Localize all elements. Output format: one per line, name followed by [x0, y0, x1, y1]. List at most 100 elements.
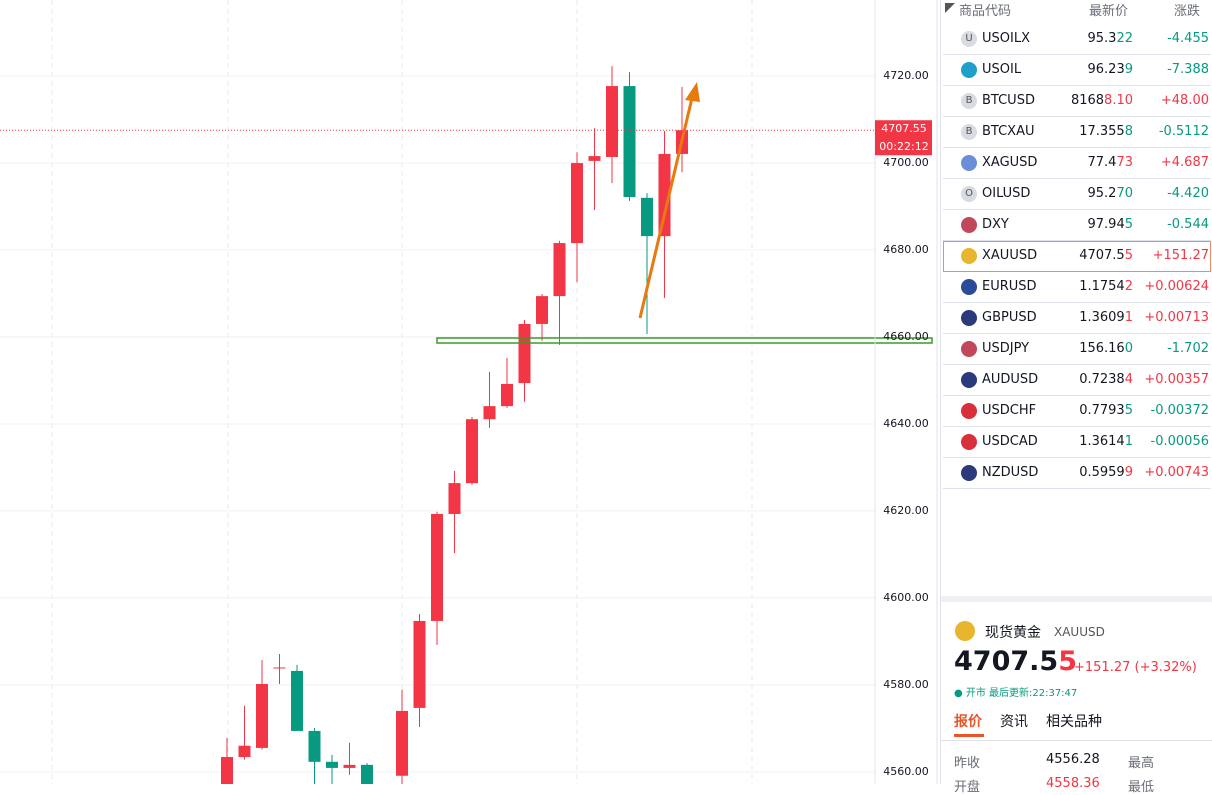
candle-body: [361, 764, 373, 784]
price: 77.473: [1088, 155, 1134, 170]
tab[interactable]: 资讯: [1000, 714, 1028, 730]
candle-body: [483, 406, 496, 420]
price: 96.239: [1088, 62, 1134, 77]
symbol: USOILX: [982, 31, 1030, 46]
col-header: 涨跌: [1174, 4, 1201, 19]
watch-row[interactable]: O OILUSD 95.270 -4.420: [943, 179, 1211, 210]
stat-cell: 最低: [1128, 780, 1155, 795]
side-panel: 商品代码 最新价 涨跌 U USOILX 95.322 -4.455 USOIL 96.2…: [940, 0, 1212, 795]
symbol: AUDUSD: [982, 372, 1039, 387]
symbol: USDCAD: [982, 434, 1038, 449]
symbol-icon: [961, 465, 977, 481]
symbol-icon: B: [961, 124, 977, 140]
price-main: 97.94: [1087, 217, 1125, 232]
candle-body: [466, 419, 478, 484]
price-main: 156.16: [1079, 341, 1125, 356]
change: -0.00372: [1150, 403, 1209, 418]
collapse-icon[interactable]: [943, 2, 957, 14]
symbol-icon: [961, 279, 977, 295]
divider: [941, 740, 1212, 741]
candle-body: [343, 764, 356, 768]
change: +0.00624: [1144, 279, 1209, 294]
candle-body: [658, 153, 671, 237]
change: +0.00357: [1144, 372, 1209, 387]
symbol-icon: [961, 310, 977, 326]
change: +0.00743: [1144, 465, 1209, 480]
detail-price: 4707.55: [954, 646, 1077, 677]
watch-row[interactable]: USOIL 96.239 -7.388: [943, 55, 1211, 86]
candle-body: [308, 730, 321, 762]
symbol-icon: [961, 403, 977, 419]
price: 1.36141: [1079, 434, 1133, 449]
price: 95.270: [1088, 186, 1134, 201]
symbol-icon: B: [961, 93, 977, 109]
price: 0.77935: [1079, 403, 1133, 418]
detail-symbol: XAUUSD: [1054, 625, 1105, 639]
watch-row[interactable]: USDCAD 1.36141 -0.00056: [943, 427, 1211, 458]
change: -0.00056: [1150, 434, 1209, 449]
watch-row[interactable]: B BTCUSD 81688.10 +48.00: [943, 86, 1211, 117]
watch-row[interactable]: B BTCXAU 17.3558 -0.5112: [943, 117, 1211, 148]
price-main: 4707.5: [954, 646, 1059, 677]
watch-row[interactable]: DXY 97.945 -0.544: [943, 210, 1211, 241]
change: -1.702: [1167, 341, 1209, 356]
price-main: 0.5959: [1079, 465, 1125, 480]
symbol: OILUSD: [982, 186, 1031, 201]
watch-row[interactable]: EURUSD 1.17542 +0.00624: [943, 272, 1211, 303]
change: +151.27: [1152, 248, 1209, 263]
watch-row[interactable]: USDJPY 156.160 -1.702: [943, 334, 1211, 365]
candle-body: [571, 163, 583, 244]
change: -4.420: [1167, 186, 1209, 201]
candle-body: [623, 86, 636, 197]
symbol-icon: [961, 217, 977, 233]
watch-row[interactable]: U USOILX 95.322 -4.455: [943, 24, 1211, 55]
candle-body: [588, 156, 601, 161]
price: 156.160: [1079, 341, 1133, 356]
y-tick-label: 4560.00: [883, 765, 929, 778]
tab[interactable]: 相关品种: [1046, 714, 1102, 730]
symbol-icon: [961, 155, 977, 171]
status-text: 开市: [965, 688, 986, 699]
candle-body: [326, 761, 338, 768]
stat-cell: 昨收: [954, 756, 981, 771]
price-main: 95.2: [1087, 186, 1117, 201]
y-tick-label: 4720.00: [883, 69, 929, 82]
support-zone: [436, 337, 933, 344]
price-tail: 4: [1124, 372, 1133, 387]
watch-row[interactable]: GBPUSD 1.36091 +0.00713: [943, 303, 1211, 334]
symbol: USDCHF: [982, 403, 1037, 418]
price-tail: 5: [1124, 403, 1133, 418]
y-tick-label: 4640.00: [883, 417, 929, 430]
trend-arrow: [638, 97, 694, 319]
candle-body: [238, 745, 251, 758]
col-header: 最新价: [1089, 4, 1129, 19]
y-tick-label: 4620.00: [883, 504, 929, 517]
symbol: USDJPY: [982, 341, 1030, 356]
symbol: USOIL: [982, 62, 1022, 77]
symbol-icon: [961, 248, 977, 264]
price-tail: 73: [1116, 155, 1133, 170]
y-tick-label: 4580.00: [883, 678, 929, 691]
price-main: 1.3614: [1079, 434, 1125, 449]
candle-body: [291, 670, 303, 731]
price: 17.3558: [1079, 124, 1133, 139]
price-tail: 0: [1124, 341, 1133, 356]
watch-row[interactable]: AUDUSD 0.72384 +0.00357: [943, 365, 1211, 396]
watch-row[interactable]: XAUUSD 4707.55 +151.27: [943, 241, 1211, 272]
price-tail: 5: [1058, 646, 1077, 677]
price: 1.36091: [1079, 310, 1133, 325]
symbol-icon: [961, 372, 977, 388]
change: -7.388: [1167, 62, 1209, 77]
watch-row[interactable]: USDCHF 0.77935 -0.00372: [943, 396, 1211, 427]
price-main: 1.1754: [1079, 279, 1125, 294]
price-tag: [875, 120, 932, 156]
price-main: 17.355: [1079, 124, 1125, 139]
tab[interactable]: 报价: [954, 714, 982, 730]
symbol-icon: U: [961, 31, 977, 47]
price-main: 8168: [1070, 93, 1105, 108]
price: 81688.10: [1071, 93, 1133, 108]
watch-row[interactable]: NZDUSD 0.59599 +0.00743: [943, 458, 1211, 489]
candle-body: [273, 667, 286, 669]
watch-row[interactable]: XAGUSD 77.473 +4.687: [943, 148, 1211, 179]
